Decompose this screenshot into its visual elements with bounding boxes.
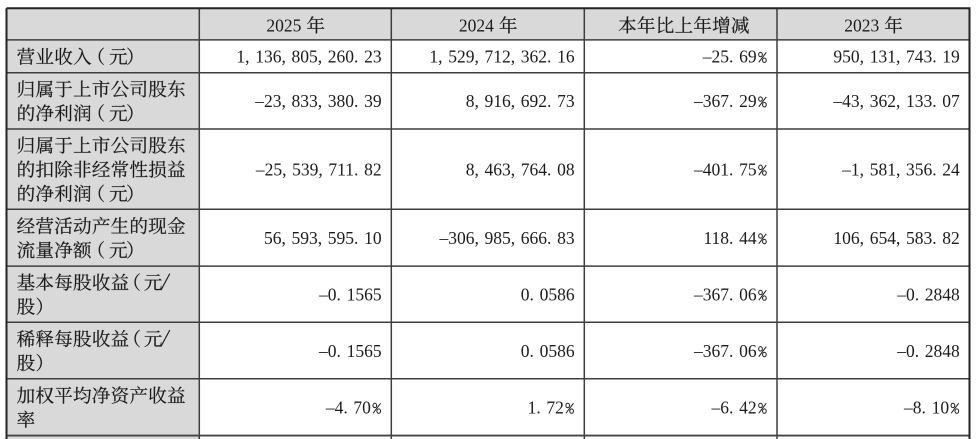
svg-text:–0. 2848: –0. 2848 bbox=[896, 284, 960, 304]
svg-text:–0. 1565: –0. 1565 bbox=[318, 341, 382, 361]
svg-text:–4. 70: –4. 70 bbox=[325, 397, 371, 417]
svg-text:–43, 362, 133. 07: –43, 362, 133. 07 bbox=[832, 91, 960, 111]
svg-text:–25, 539, 711. 82: –25, 539, 711. 82 bbox=[255, 159, 382, 179]
svg-text:–0. 1565: –0. 1565 bbox=[318, 284, 382, 304]
svg-text:–8. 10: –8. 10 bbox=[903, 397, 949, 417]
svg-text:–1, 581, 356. 24: –1, 581, 356. 24 bbox=[841, 159, 960, 179]
svg-text:2023: 2023 bbox=[844, 16, 879, 36]
svg-text:0. 0586: 0. 0586 bbox=[521, 341, 575, 361]
svg-text:2025: 2025 bbox=[266, 16, 301, 36]
svg-text:–6. 42: –6. 42 bbox=[711, 397, 757, 417]
svg-text:950, 131, 743. 19: 950, 131, 743. 19 bbox=[833, 47, 960, 67]
svg-text:0. 0586: 0. 0586 bbox=[521, 284, 575, 304]
svg-text:–367. 06: –367. 06 bbox=[693, 284, 757, 304]
svg-text:–306, 985, 666. 83: –306, 985, 666. 83 bbox=[438, 228, 574, 248]
svg-text:8, 463, 764. 08: 8, 463, 764. 08 bbox=[466, 159, 575, 179]
svg-text:1, 529, 712, 362. 16: 1, 529, 712, 362. 16 bbox=[429, 47, 574, 67]
svg-text:106, 654, 583. 82: 106, 654, 583. 82 bbox=[833, 228, 959, 248]
svg-text:–367. 29: –367. 29 bbox=[693, 91, 757, 111]
svg-text:56, 593, 595. 10: 56, 593, 595. 10 bbox=[264, 228, 382, 248]
svg-text:–25. 69: –25. 69 bbox=[702, 47, 757, 67]
svg-text:2024: 2024 bbox=[459, 16, 494, 36]
svg-text:1, 136, 805, 260. 23: 1, 136, 805, 260. 23 bbox=[236, 47, 381, 67]
svg-text:–367. 06: –367. 06 bbox=[693, 341, 757, 361]
svg-text:8, 916, 692. 73: 8, 916, 692. 73 bbox=[466, 91, 575, 111]
svg-text:–0. 2848: –0. 2848 bbox=[896, 341, 960, 361]
svg-text:–23, 833, 380. 39: –23, 833, 380. 39 bbox=[254, 91, 382, 111]
svg-text:–401. 75: –401. 75 bbox=[693, 159, 757, 179]
svg-text:1. 72: 1. 72 bbox=[528, 397, 564, 417]
svg-text:118. 44: 118. 44 bbox=[703, 228, 756, 248]
